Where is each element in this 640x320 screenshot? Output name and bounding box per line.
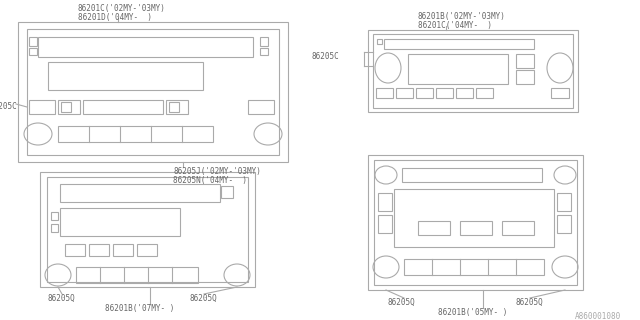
- Bar: [18, 22, 288, 162]
- Bar: [557, 215, 571, 233]
- Bar: [47, 177, 248, 282]
- Bar: [368, 30, 578, 112]
- Text: 86201C('02MY-'03MY): 86201C('02MY-'03MY): [78, 4, 166, 13]
- Text: 86205C: 86205C: [312, 52, 340, 61]
- Bar: [58, 126, 213, 142]
- Bar: [502, 221, 534, 235]
- Bar: [260, 37, 268, 46]
- Bar: [169, 102, 179, 112]
- Bar: [374, 160, 577, 285]
- Text: 86205Q: 86205Q: [190, 294, 218, 303]
- Bar: [516, 54, 534, 68]
- Text: A860001080: A860001080: [575, 312, 621, 320]
- Bar: [460, 221, 492, 235]
- Bar: [551, 88, 569, 98]
- Bar: [58, 100, 80, 114]
- Text: 86201D('04MY-  ): 86201D('04MY- ): [78, 13, 152, 22]
- Bar: [404, 259, 544, 275]
- Bar: [40, 172, 255, 287]
- Bar: [89, 244, 109, 256]
- Bar: [27, 29, 279, 155]
- Bar: [408, 54, 508, 84]
- Bar: [516, 70, 534, 84]
- Bar: [51, 212, 58, 220]
- Bar: [248, 100, 274, 114]
- Bar: [368, 155, 583, 290]
- Bar: [456, 88, 473, 98]
- Bar: [376, 88, 393, 98]
- Bar: [60, 184, 220, 202]
- Text: 86205N('04MY-  ): 86205N('04MY- ): [173, 176, 247, 185]
- Text: 86201B('07MY- ): 86201B('07MY- ): [105, 304, 174, 313]
- Bar: [396, 88, 413, 98]
- Text: 86205Q: 86205Q: [516, 298, 544, 307]
- Bar: [378, 193, 392, 211]
- Bar: [65, 244, 85, 256]
- Text: 86205C: 86205C: [0, 102, 18, 111]
- Bar: [260, 48, 268, 55]
- Bar: [29, 48, 37, 55]
- Bar: [557, 193, 571, 211]
- Bar: [402, 168, 542, 182]
- Bar: [476, 88, 493, 98]
- Bar: [51, 224, 58, 232]
- Bar: [48, 62, 203, 90]
- Text: 86205Q: 86205Q: [48, 294, 76, 303]
- Bar: [137, 244, 157, 256]
- Bar: [29, 100, 55, 114]
- Bar: [61, 102, 71, 112]
- Bar: [29, 37, 37, 46]
- Bar: [416, 88, 433, 98]
- Text: 86205J('02MY-'03MY): 86205J('02MY-'03MY): [173, 167, 261, 176]
- Bar: [373, 34, 573, 108]
- Bar: [384, 39, 534, 49]
- Bar: [76, 267, 198, 283]
- Text: 86201B('05MY- ): 86201B('05MY- ): [438, 308, 508, 317]
- Bar: [38, 37, 253, 57]
- Bar: [113, 244, 133, 256]
- Bar: [377, 39, 382, 44]
- Bar: [394, 189, 554, 247]
- Bar: [436, 88, 453, 98]
- Bar: [83, 100, 163, 114]
- Bar: [166, 100, 188, 114]
- Bar: [378, 215, 392, 233]
- Text: 86201B('02MY-'03MY): 86201B('02MY-'03MY): [418, 12, 506, 21]
- Bar: [418, 221, 450, 235]
- Text: 86205Q: 86205Q: [388, 298, 416, 307]
- Bar: [221, 186, 233, 198]
- Bar: [60, 208, 180, 236]
- Text: 86201C('04MY-  ): 86201C('04MY- ): [418, 21, 492, 30]
